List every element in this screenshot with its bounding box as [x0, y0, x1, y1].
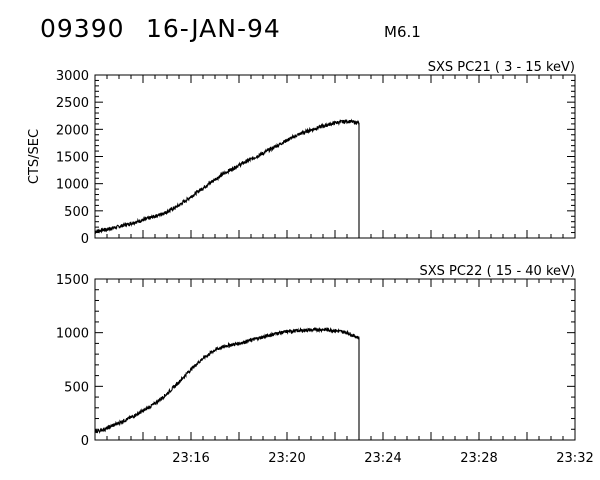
event-id: 09390 [40, 14, 125, 43]
chart-panel-2: 0 500 1000 1500 23:16 23:20 23:24 23:28 23:32 SXS… [56, 264, 594, 466]
chart-panel-1: 0 500 1000 1500 2000 2500 3000 SXS PC21 ( 3 - 1… [27, 60, 576, 247]
x-tick-label: 23:24 [364, 451, 401, 466]
y-tick-label: 0 [81, 232, 89, 247]
y-tick-label: 1000 [56, 178, 89, 193]
x-tick-label: 23:28 [460, 451, 497, 466]
x-tick-label: 23:16 [172, 451, 209, 466]
x-tick-label: 23:20 [268, 451, 305, 466]
y-tick-label: 1500 [56, 273, 89, 288]
flare-class: M6.1 [384, 23, 421, 41]
y-tick-label: 3000 [56, 69, 89, 84]
series-line-2 [94, 327, 360, 440]
y-axis-label: CTS/SEC [27, 129, 42, 184]
y-tick-label: 2500 [56, 96, 89, 111]
y-tick-label: 500 [64, 205, 89, 220]
y-tick-label: 1000 [56, 327, 89, 342]
event-date: 16-JAN-94 [146, 14, 281, 43]
panel-title: SXS PC21 ( 3 - 15 keV) [428, 60, 575, 75]
series-line-1 [94, 118, 360, 238]
y-tick-label: 1500 [56, 151, 89, 166]
x-tick-label: 23:32 [556, 451, 593, 466]
panel-title: SXS PC22 ( 15 - 40 keV) [419, 264, 575, 279]
plot-frame [94, 278, 576, 441]
y-tick-label: 500 [64, 380, 89, 395]
y-tick-label: 0 [81, 434, 89, 449]
header: 09390 16-JAN-94 M6.1 [0, 0, 600, 50]
y-tick-label: 2000 [56, 123, 89, 138]
